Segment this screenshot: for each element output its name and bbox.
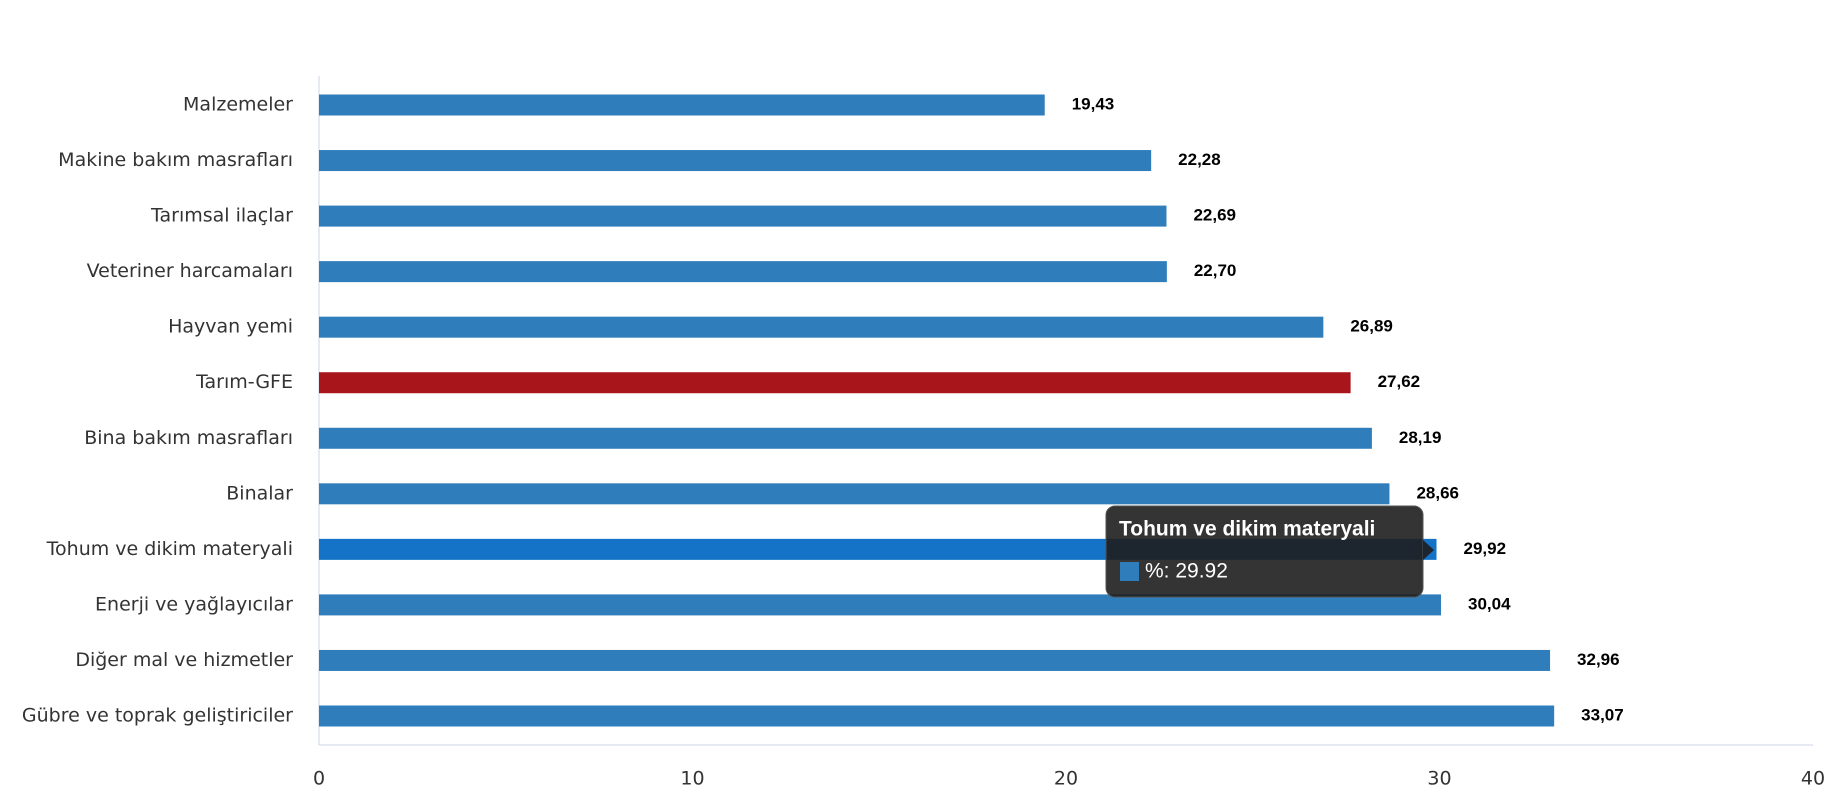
value-label: 30,04 — [1468, 594, 1511, 613]
tooltip-arrow — [1423, 540, 1434, 560]
value-label: 22,69 — [1193, 206, 1236, 225]
category-label: Tohum ve dikim materyali — [46, 538, 293, 560]
bar — [319, 205, 1167, 227]
bar — [319, 649, 1551, 671]
value-label: 33,07 — [1581, 705, 1624, 724]
value-label: 28,66 — [1416, 483, 1459, 502]
value-label: 29,92 — [1464, 539, 1507, 558]
tooltip-title: Tohum ve dikim materyali — [1119, 518, 1375, 541]
x-tick-label: 30 — [1427, 768, 1451, 790]
category-label: Diğer mal ve hizmetler — [75, 649, 293, 671]
value-label: 22,28 — [1178, 150, 1221, 169]
x-tick-label: 0 — [313, 768, 325, 790]
tooltip-swatch — [1120, 562, 1139, 581]
value-label: 32,96 — [1577, 650, 1620, 669]
category-label: Binalar — [226, 482, 293, 504]
category-label: Gübre ve toprak geliştiriciler — [22, 705, 293, 727]
bar — [319, 372, 1351, 394]
tooltip-text: %: 29.92 — [1145, 560, 1228, 583]
category-label: Tarımsal ilaçlar — [150, 205, 293, 227]
bar — [319, 316, 1324, 338]
category-label: Veteriner harcamaları — [87, 260, 293, 282]
tooltip: Tohum ve dikim materyali %: 29.92 — [1105, 505, 1434, 598]
category-label: Malzemeler — [183, 94, 293, 116]
bar — [319, 150, 1152, 172]
bar — [319, 705, 1555, 727]
bar — [319, 594, 1441, 616]
value-label: 19,43 — [1072, 94, 1115, 113]
value-label: 22,70 — [1194, 261, 1237, 280]
category-label: Enerji ve yağlayıcılar — [95, 593, 293, 615]
category-label: Bina bakım masrafları — [84, 427, 293, 449]
value-label: 28,19 — [1399, 428, 1442, 447]
x-tick-label: 10 — [680, 768, 704, 790]
value-label: 26,89 — [1350, 317, 1393, 336]
category-label: Makine bakım masrafları — [58, 149, 293, 171]
x-tick-label: 20 — [1054, 768, 1078, 790]
x-tick-label: 40 — [1801, 768, 1825, 790]
bar — [319, 94, 1045, 116]
bar — [319, 261, 1167, 283]
category-label: Hayvan yemi — [168, 316, 293, 338]
value-label: 27,62 — [1378, 372, 1421, 391]
bar — [319, 427, 1372, 449]
bar — [319, 483, 1390, 505]
category-label: Tarım-GFE — [195, 371, 293, 393]
